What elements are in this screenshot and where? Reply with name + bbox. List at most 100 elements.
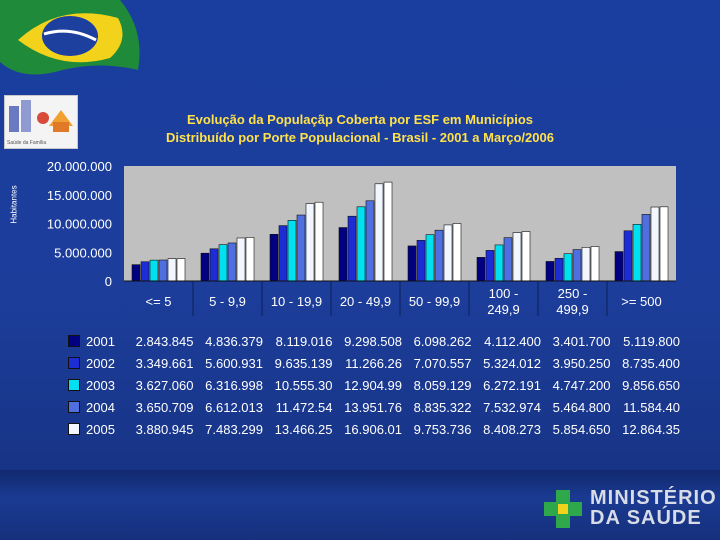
table-cell: 5.464.800 — [552, 399, 611, 415]
table-cell: 13.466.25 — [274, 421, 333, 437]
table-cell: 8.735.400 — [622, 355, 680, 371]
bar-2005-2 — [236, 237, 246, 282]
table-cell: 9.856.650 — [622, 377, 680, 393]
footer-band — [0, 470, 720, 540]
x-tick-label: <= 5 — [145, 294, 171, 309]
legend-swatch — [68, 378, 80, 391]
legend-label: 2002 — [86, 355, 115, 371]
legend-entry: 2005 — [66, 418, 124, 438]
bar-2001-3 — [269, 234, 279, 282]
ministry-line-1: MINISTÉRIO — [590, 487, 717, 509]
table-cell: 3.880.945 — [135, 421, 194, 437]
table-cell: 10.555.30 — [274, 377, 333, 393]
bar-2001-5 — [407, 245, 417, 282]
table-cell: 8.059.129 — [413, 377, 472, 393]
y-tick-label: 10.000.000 — [47, 217, 112, 232]
x-tick-label-line: >= 500 — [621, 294, 662, 309]
table-cell: 3.349.661 — [135, 355, 194, 371]
x-tick-label-line: 5 - 9,9 — [209, 294, 246, 309]
x-tick-label-line: 20 - 49,9 — [340, 294, 391, 309]
x-tick-label: 100 -249,9 — [487, 286, 520, 317]
table-cell: 2.843.845 — [135, 333, 194, 349]
y-tick-label: 5.000.000 — [54, 245, 112, 260]
bar-2001-2 — [200, 252, 210, 282]
table-row: 2004 3.650.709 6.612.013 11.472.54 13.951.76… — [66, 396, 680, 418]
bar-2004-7 — [572, 249, 582, 282]
legend-swatch — [68, 422, 80, 435]
chart-title-line-2: Distribuído por Porte Populacional - Bra… — [166, 130, 554, 145]
bar-chart: 20.000.000 15.000.000 10.000.000 5.000.000 0… — [47, 166, 676, 317]
bar-2002-3 — [278, 225, 288, 282]
legend-entry: 2001 — [66, 330, 124, 352]
table-cell: 11.584.40 — [623, 399, 680, 415]
bar-2006-2 — [245, 237, 255, 282]
table-cell: 8.119.016 — [275, 333, 333, 349]
table-cell: 7.483.299 — [205, 421, 263, 437]
bar-2004-8 — [641, 214, 651, 282]
ministry-cross-icon — [544, 490, 582, 528]
bar-2001-8 — [614, 251, 624, 282]
x-tick-label: 10 - 19,9 — [271, 294, 322, 309]
legend-label: 2003 — [86, 377, 115, 393]
bar-2002-6 — [485, 250, 495, 282]
table-row: 2002 3.349.661 5.600.931 9.635.139 11.266.26… — [66, 352, 680, 374]
bar-2003-2 — [218, 244, 228, 282]
legend-label: 2001 — [86, 333, 115, 349]
bar-2002-2 — [209, 248, 219, 282]
bar-2006-1 — [176, 258, 186, 282]
bar-2001-4 — [338, 227, 348, 282]
chart-title-line-1: Evolução da Populaçãp Coberta por ESF em… — [186, 112, 533, 127]
table-cell: 11.266.26 — [345, 355, 402, 371]
table-cell: 3.627.060 — [135, 377, 194, 393]
bar-2005-7 — [581, 247, 591, 282]
bar-2006-3 — [314, 201, 324, 282]
legend-swatch — [68, 356, 80, 369]
bar-2005-4 — [374, 183, 384, 282]
x-tick-label: 5 - 9,9 — [209, 294, 246, 309]
x-tick-label: 20 - 49,9 — [340, 294, 391, 309]
bar-2003-1 — [149, 259, 159, 282]
bar-2005-6 — [512, 232, 522, 282]
table-cell: 5.119.800 — [623, 333, 680, 349]
x-tick-label-line: 499,9 — [556, 302, 589, 317]
x-tick-label-line: 100 - — [489, 286, 519, 301]
table-cell: 6.612.013 — [205, 399, 263, 415]
table-cell: 9.298.508 — [344, 333, 402, 349]
x-tick-label-line: 249,9 — [487, 302, 520, 317]
bar-2001-6 — [476, 257, 486, 282]
y-tick-label: 0 — [105, 274, 112, 289]
x-tick-label-line: 10 - 19,9 — [271, 294, 322, 309]
table-cell: 5.324.012 — [483, 355, 541, 371]
bar-2001-7 — [545, 261, 555, 282]
bar-2003-4 — [356, 206, 366, 282]
bar-2006-4 — [383, 181, 393, 282]
bar-2004-4 — [365, 200, 375, 282]
bar-2003-3 — [287, 220, 297, 282]
bar-2005-3 — [305, 203, 315, 282]
bar-2003-6 — [494, 244, 504, 282]
bar-2002-4 — [347, 215, 357, 282]
table-cell: 8.835.322 — [413, 399, 472, 415]
bar-2006-7 — [590, 246, 600, 282]
x-tick-label-line: 50 - 99,9 — [409, 294, 460, 309]
table-cell: 6.272.191 — [483, 377, 541, 393]
ministry-name: MINISTÉRIO DA SAÚDE — [590, 488, 717, 528]
table-cell: 16.906.01 — [344, 421, 402, 437]
data-table: 2001 2.843.845 4.836.379 8.119.016 9.298.508… — [66, 330, 680, 438]
logo-caption: Saúde da Família — [7, 140, 47, 146]
bar-2006-6 — [521, 231, 531, 282]
table-cell: 5.854.650 — [552, 421, 611, 437]
bar-2002-1 — [140, 261, 150, 282]
ministry-line-2: DA SAÚDE — [590, 507, 702, 529]
table-cell: 9.753.736 — [413, 421, 472, 437]
bar-2001-1 — [131, 264, 141, 282]
bar-2004-5 — [434, 229, 444, 282]
bar-2003-7 — [563, 253, 573, 282]
table-cell: 5.600.931 — [205, 355, 263, 371]
x-tick-label: 50 - 99,9 — [409, 294, 460, 309]
table-row: 2003 3.627.060 6.316.998 10.555.30 12.904.99… — [66, 374, 680, 396]
table-cell: 4.112.400 — [484, 333, 541, 349]
bar-2004-6 — [503, 237, 513, 282]
table-cell: 13.951.76 — [344, 399, 402, 415]
legend-label: 2004 — [86, 399, 115, 415]
